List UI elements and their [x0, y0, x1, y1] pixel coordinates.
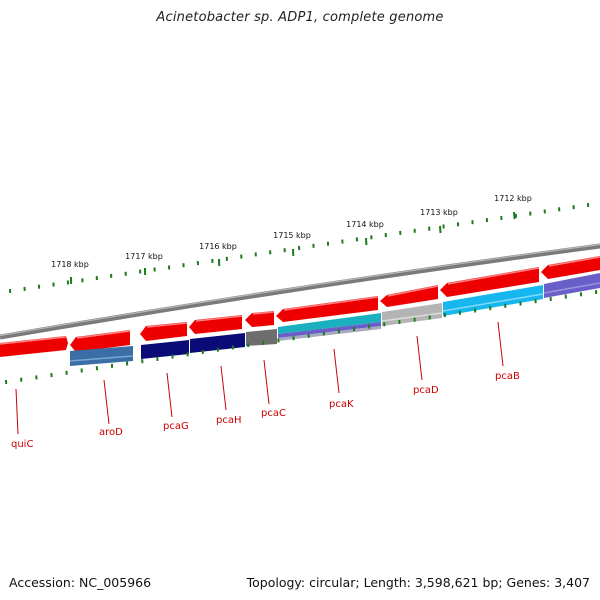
feature-bar-pcag	[141, 340, 189, 359]
gene-highlight	[195, 315, 243, 322]
feature-bar-pcah	[190, 333, 245, 353]
kbp-label-1717: 1717 kbp	[125, 252, 163, 261]
leader-line-pcaD	[416, 335, 423, 381]
gene-arrow-forward	[70, 330, 130, 352]
leader-line-aroD	[103, 379, 110, 425]
leader-line-pcaB	[497, 321, 504, 367]
gene-highlight	[146, 322, 188, 328]
kbp-label-1714: 1714 kbp	[346, 220, 384, 229]
gene-label-pcaH: pcaH	[216, 415, 242, 426]
gene-labels: quiC aroD pcaG pcaH pcaC pcaK pcaD pcaB	[11, 321, 520, 450]
kbp-label-1716: 1716 kbp	[199, 242, 237, 251]
feature-track	[69, 273, 600, 366]
gene-highlight	[447, 267, 540, 285]
gene-label-pcaC: pcaC	[261, 408, 286, 419]
genome-backbone	[0, 243, 600, 340]
genome-backbone-highlight	[0, 243, 600, 337]
gene-label-aroD: aroD	[99, 427, 123, 438]
gene-highlight	[283, 296, 379, 311]
kbp-label-1713: 1713 kbp	[420, 208, 458, 217]
major-tick-1712	[513, 211, 516, 220]
feature-bar-pcak-gray	[278, 326, 381, 341]
kbp-label-1715: 1715 kbp	[273, 231, 311, 240]
feature-bar-pcab	[443, 285, 543, 316]
gene-label-pcaD: pcaD	[413, 385, 439, 396]
leader-line-pcaG	[166, 372, 173, 418]
feature-bar-purple	[544, 273, 600, 298]
gene-label-pcaG: pcaG	[163, 421, 189, 432]
major-tick-1713	[439, 225, 442, 234]
feature-bar-arod	[70, 346, 133, 366]
feature-bar-pcak-cyan	[278, 313, 381, 334]
feature-highlight	[442, 293, 544, 312]
gene-arrow-forward	[245, 311, 274, 327]
leader-line-pcaK	[333, 348, 340, 394]
gene-arrow-forward	[380, 285, 438, 307]
feature-bar-pcac	[246, 329, 277, 346]
outer-tick-ring	[9, 202, 590, 294]
gene-highlight	[387, 285, 439, 297]
gene-arrow-forward	[189, 315, 242, 334]
gene-label-pcaK: pcaK	[329, 399, 354, 410]
kbp-label-1718: 1718 kbp	[51, 260, 89, 269]
accession-label: Accession: NC_005966	[9, 575, 152, 590]
feature-highlight	[69, 355, 134, 362]
leader-line-pcaH	[220, 365, 227, 411]
leader-line-quiC	[15, 388, 19, 435]
kbp-axis: 1712 kbp 1713 kbp 1714 kbp 1715 kbp 1716…	[51, 194, 532, 285]
inner-tick-ring	[5, 289, 598, 385]
feature-highlight	[381, 312, 443, 322]
gene-arrow-forward	[0, 336, 68, 357]
gene-highlight	[0, 336, 67, 345]
gene-highlight	[76, 330, 131, 339]
gene-label-quiC: quiC	[11, 439, 33, 450]
topology-label: Topology: circular; Length: 3,598,621 bp…	[246, 575, 590, 590]
gene-label-pcaB: pcaB	[495, 371, 520, 382]
forward-strand	[0, 256, 600, 357]
leader-line-pcaC	[263, 359, 270, 405]
map-title: Acinetobacter sp. ADP1, complete genome	[156, 10, 444, 25]
gene-arrow-forward	[541, 256, 600, 279]
feature-highlight	[543, 282, 600, 294]
kbp-label-1712: 1712 kbp	[494, 194, 532, 203]
gene-arrow-forward	[276, 296, 378, 322]
gene-arrow-forward	[440, 267, 539, 297]
gene-highlight	[252, 311, 275, 315]
feature-bar-pcak-purple	[278, 322, 381, 338]
feature-bar-pcad	[382, 303, 442, 326]
gene-highlight	[548, 256, 600, 267]
